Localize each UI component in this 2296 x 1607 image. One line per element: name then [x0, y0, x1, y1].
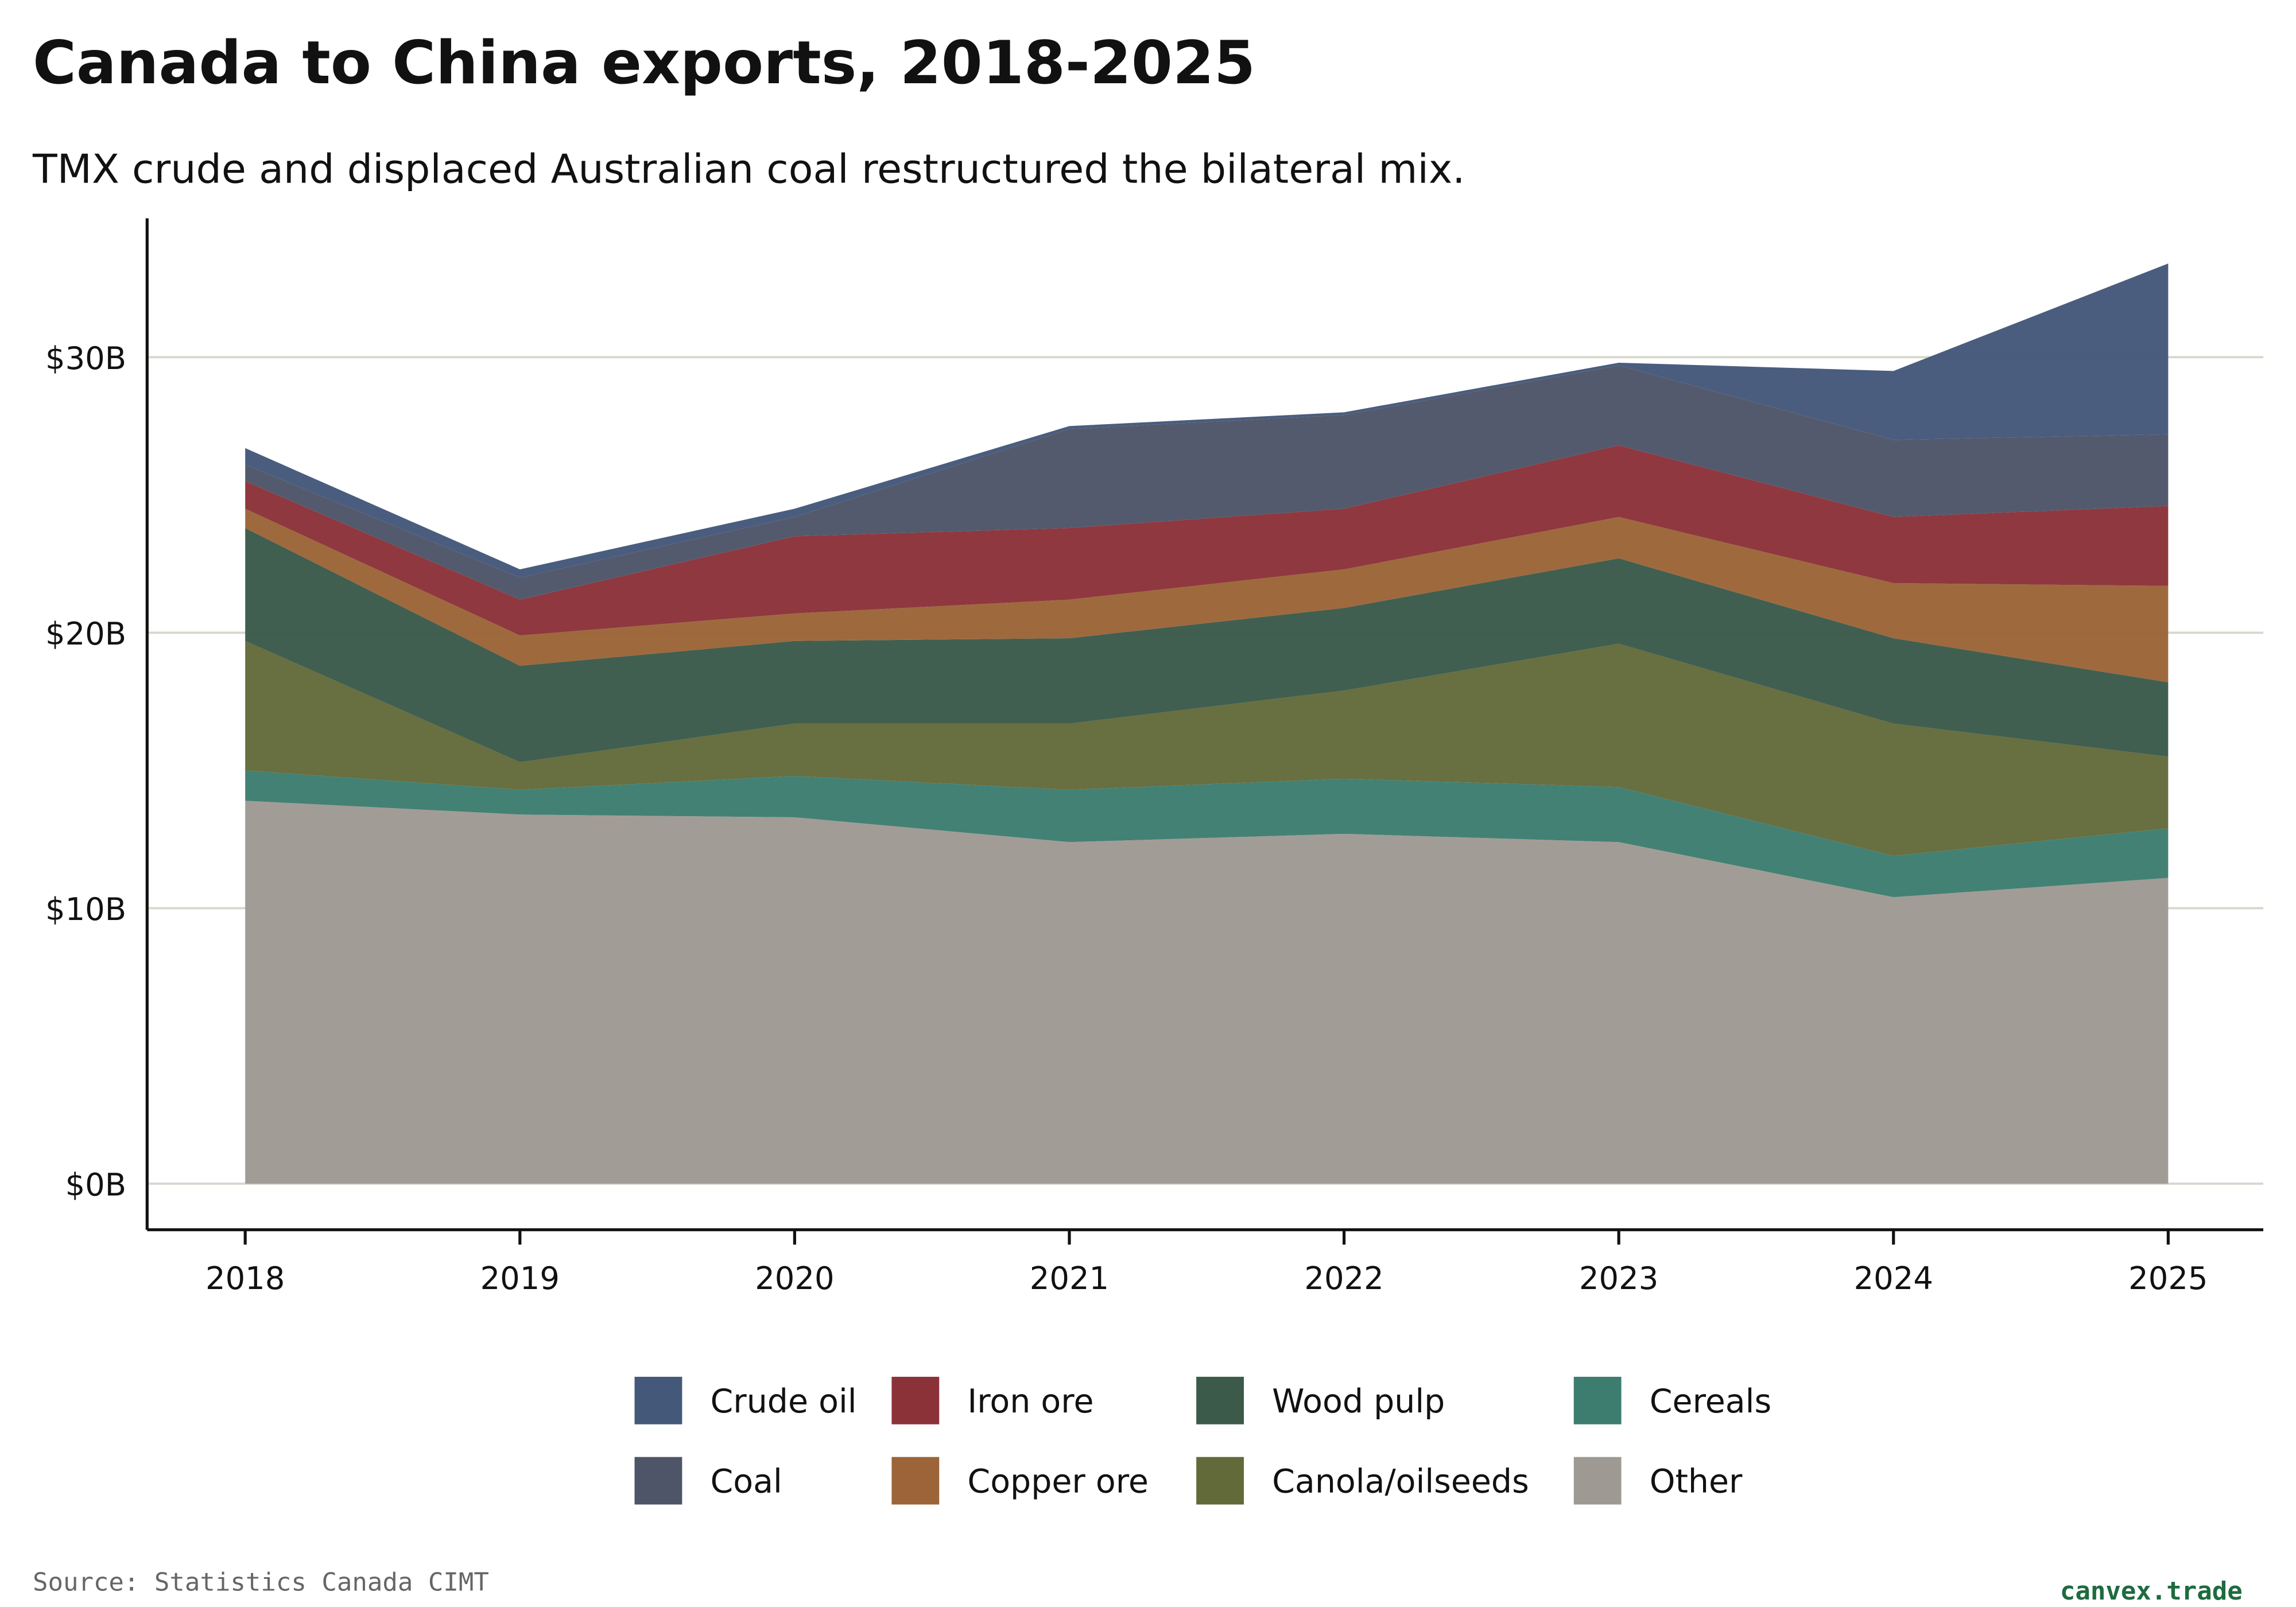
legend-swatch — [891, 1376, 940, 1424]
legend-swatch — [634, 1457, 682, 1505]
x-tick-label: 2021 — [1030, 1260, 1109, 1297]
x-tick-label: 2022 — [1304, 1260, 1383, 1297]
x-tick-label: 2024 — [1854, 1260, 1933, 1297]
legend-swatch — [634, 1376, 682, 1424]
legend-swatch — [891, 1457, 940, 1505]
legend-label: Wood pulp — [1272, 1383, 1445, 1420]
legend-label: Crude oil — [711, 1383, 857, 1420]
y-tick-label: $10B — [45, 891, 126, 927]
x-tick-labels: 2018 2019 2020 2021 2022 2023 2024 2025 — [205, 1229, 2208, 1297]
x-tick-label: 2020 — [755, 1260, 834, 1297]
legend-swatch — [1196, 1457, 1244, 1505]
y-tick-label: $20B — [45, 616, 126, 652]
legend-swatch — [1196, 1376, 1244, 1424]
x-tick-label: 2019 — [480, 1260, 560, 1297]
area-wood-pulp — [245, 527, 2169, 763]
chart-subtitle: TMX crude and displaced Australian coal … — [32, 146, 1465, 192]
area-cereals — [245, 770, 2169, 898]
areas — [245, 263, 2169, 1184]
legend-label: Cereals — [1650, 1383, 1771, 1420]
legend-item-copper-ore: Copper ore — [891, 1457, 1149, 1505]
legend-swatch — [1573, 1457, 1622, 1505]
legend-item-wood-pulp: Wood pulp — [1196, 1376, 1445, 1424]
legend: Crude oil Iron ore Wood pulp Cereals Coal Cop… — [634, 1376, 1771, 1505]
legend-label: Coal — [711, 1463, 782, 1501]
x-tick-label: 2023 — [1579, 1260, 1658, 1297]
legend-swatch — [1573, 1376, 1622, 1424]
area-coal — [245, 365, 2169, 600]
legend-label: Iron ore — [967, 1383, 1093, 1420]
legend-item-crude-oil: Crude oil — [634, 1376, 857, 1424]
legend-label: Canola/oilseeds — [1272, 1463, 1529, 1501]
legend-item-cereals: Cereals — [1573, 1376, 1771, 1424]
area-iron-ore — [245, 445, 2169, 636]
source-note: Source: Statistics Canada CIMT — [33, 1568, 489, 1597]
chart-title: Canada to China exports, 2018-2025 — [33, 29, 1255, 98]
legend-item-other: Other — [1573, 1457, 1743, 1505]
brand-label: canvex.trade — [2060, 1577, 2243, 1606]
x-tick-label: 2018 — [205, 1260, 285, 1297]
legend-item-canola-oilseeds: Canola/oilseeds — [1196, 1457, 1529, 1505]
area-other — [245, 801, 2169, 1184]
axes — [145, 218, 2264, 1232]
y-tick-label: $30B — [45, 340, 126, 376]
area-copper-ore — [245, 509, 2169, 682]
legend-item-coal: Coal — [634, 1457, 782, 1505]
legend-label: Copper ore — [967, 1463, 1149, 1501]
legend-item-iron-ore: Iron ore — [891, 1376, 1093, 1424]
y-tick-labels: $0B $10B $20B $30B — [45, 340, 126, 1203]
area-canola-oilseeds — [245, 641, 2169, 856]
area-crude-oil — [245, 263, 2169, 578]
x-tick-label: 2025 — [2128, 1260, 2208, 1297]
y-tick-label: $0B — [65, 1167, 126, 1203]
legend-label: Other — [1650, 1463, 1743, 1501]
